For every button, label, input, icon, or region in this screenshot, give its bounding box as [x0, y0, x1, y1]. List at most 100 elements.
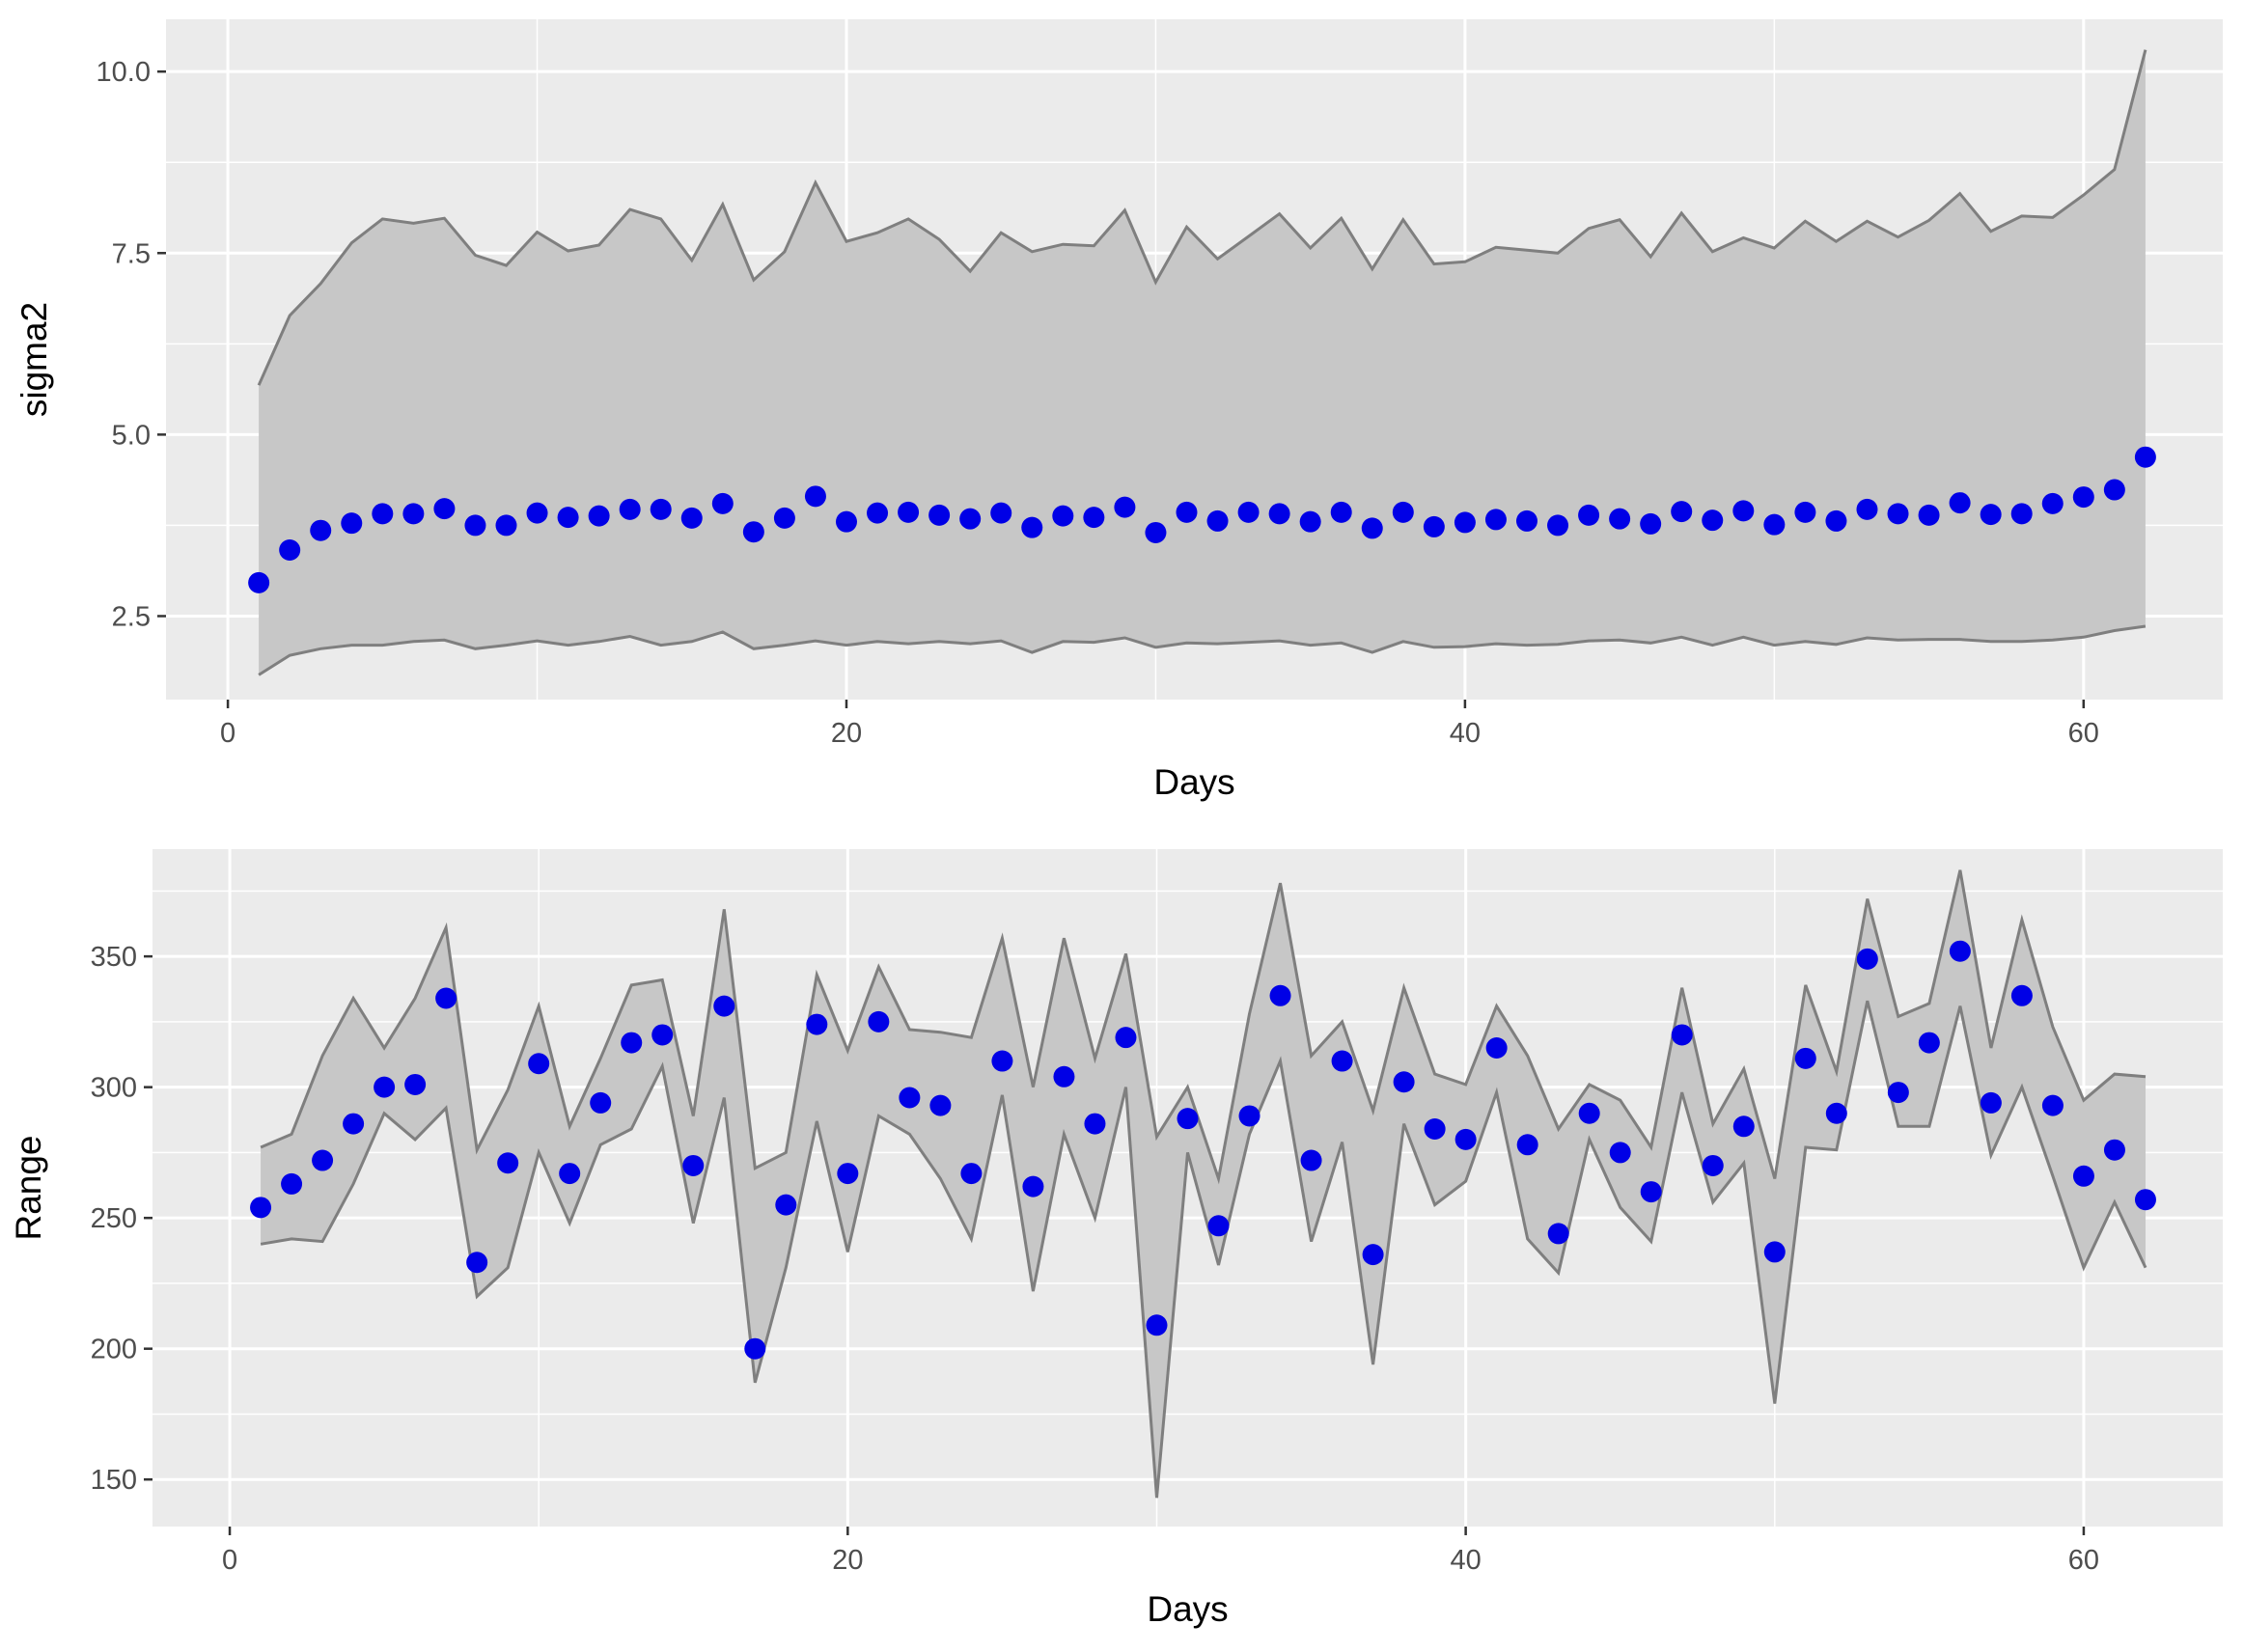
data-point — [1237, 501, 1260, 523]
data-point — [744, 1337, 766, 1360]
data-point — [1763, 513, 1786, 536]
data-point — [742, 521, 764, 543]
data-point — [1362, 1244, 1384, 1266]
sigma2-panel: 0 20 40 60 2.5 5.0 7.5 10.0 Days sigma2 — [14, 19, 2223, 802]
data-point — [466, 1252, 488, 1274]
data-point — [1206, 509, 1229, 532]
data-point — [433, 498, 456, 520]
data-point — [1330, 501, 1352, 523]
data-point — [1115, 1027, 1137, 1049]
data-point — [899, 1087, 921, 1109]
data-point — [559, 1163, 581, 1185]
data-point — [713, 995, 735, 1017]
data-point — [1485, 1036, 1508, 1059]
data-point — [1515, 509, 1538, 532]
data-point — [1424, 1118, 1446, 1141]
data-point — [621, 1032, 643, 1054]
data-point — [1484, 509, 1507, 531]
data-point — [1393, 1071, 1415, 1093]
data-point — [2072, 1165, 2094, 1187]
data-point — [682, 1154, 705, 1176]
data-point — [464, 514, 486, 537]
data-point — [1516, 1134, 1538, 1156]
data-point — [960, 1163, 983, 1185]
data-point — [1392, 501, 1414, 523]
data-point — [1887, 1082, 1909, 1104]
data-point — [1702, 1154, 1724, 1176]
data-point — [868, 1010, 890, 1032]
data-point — [497, 1152, 519, 1174]
x-tick-label: 60 — [2068, 718, 2099, 749]
x-axis-title: Days — [1153, 762, 1234, 802]
data-point — [1671, 1024, 1693, 1046]
data-point — [1980, 504, 2002, 526]
data-point — [495, 514, 517, 537]
data-point — [1825, 509, 1847, 532]
data-point — [312, 1149, 334, 1171]
data-point — [372, 503, 394, 525]
y-tick-label: 10.0 — [97, 57, 151, 88]
data-point — [1177, 1108, 1199, 1130]
data-point — [1732, 1115, 1755, 1138]
data-point — [1640, 512, 1662, 535]
data-point — [1578, 504, 1600, 526]
data-point — [773, 507, 795, 529]
data-point — [1145, 521, 1167, 543]
y-tick-label: 5.0 — [112, 420, 151, 451]
data-point — [1949, 940, 1971, 962]
data-point — [1207, 1215, 1230, 1237]
data-point — [526, 502, 548, 524]
data-point — [1423, 515, 1445, 537]
data-point — [1918, 504, 1940, 526]
data-point — [1268, 503, 1290, 525]
data-point — [1763, 1241, 1786, 1263]
data-point — [1794, 501, 1816, 523]
data-point — [1825, 1102, 1847, 1124]
data-point — [1052, 505, 1074, 527]
data-point — [435, 987, 457, 1009]
data-point — [1083, 507, 1105, 529]
x-tick-label: 40 — [1450, 718, 1481, 749]
upper-bound-line — [260, 869, 2147, 1185]
data-point — [590, 1091, 612, 1114]
data-point — [680, 507, 703, 529]
data-point — [1609, 508, 1631, 530]
data-point — [711, 492, 734, 514]
data-point — [928, 504, 951, 526]
x-tick-label: 40 — [1451, 1545, 1482, 1576]
data-point — [2010, 503, 2033, 525]
x-tick-label: 20 — [831, 718, 862, 749]
x-tick-label: 0 — [220, 718, 235, 749]
y-tick-label: 7.5 — [112, 238, 151, 269]
y-tick-label: 2.5 — [112, 601, 151, 632]
y-tick-label: 200 — [91, 1335, 137, 1365]
y-tick-label: 250 — [91, 1203, 137, 1234]
data-point — [250, 1197, 272, 1219]
data-point — [1887, 503, 1909, 525]
data-point — [1856, 498, 1878, 520]
data-point — [837, 1163, 859, 1185]
data-point — [281, 1172, 303, 1195]
data-point — [1238, 1105, 1261, 1127]
data-point — [991, 1050, 1013, 1072]
data-point — [651, 1024, 674, 1046]
y-axis-title: sigma2 — [14, 302, 54, 417]
data-point — [404, 1073, 427, 1095]
lower-bound-line — [260, 1000, 2147, 1499]
data-point — [1856, 948, 1878, 970]
data-point — [1299, 510, 1321, 533]
data-point — [959, 508, 982, 530]
data-point — [1547, 1223, 1569, 1245]
data-point — [528, 1053, 550, 1075]
data-point — [402, 503, 425, 525]
y-tick-label: 150 — [91, 1465, 137, 1496]
data-point — [1702, 509, 1724, 532]
x-tick-label: 20 — [832, 1545, 863, 1576]
x-axis-title: Days — [1147, 1589, 1228, 1629]
data-point — [2103, 479, 2125, 501]
data-point — [1361, 517, 1383, 539]
data-point — [1454, 511, 1476, 534]
data-point — [1980, 1091, 2002, 1114]
data-point — [1547, 514, 1569, 537]
data-point — [1269, 984, 1291, 1006]
